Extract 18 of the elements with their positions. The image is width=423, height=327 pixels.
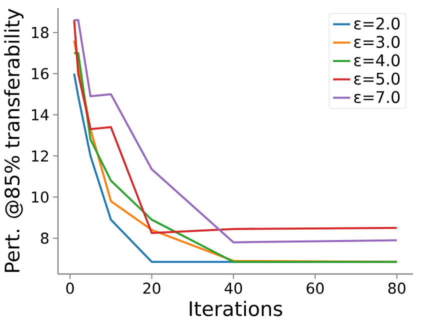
x-tick-label: 60 bbox=[306, 282, 324, 294]
x-tick-label: 0 bbox=[66, 282, 74, 294]
legend-label: ε=3.0 bbox=[354, 36, 400, 48]
legend-label: ε=4.0 bbox=[354, 54, 400, 66]
y-tick-label: 16 bbox=[32, 68, 49, 80]
legend-label: ε=5.0 bbox=[354, 72, 400, 85]
y-tick-label: 10 bbox=[32, 191, 48, 203]
y-tick-label: 8 bbox=[40, 232, 48, 244]
x-tick-label: 40 bbox=[224, 282, 242, 294]
y-tick-label: 18 bbox=[32, 26, 48, 38]
legend-label: ε=2.0 bbox=[354, 18, 400, 30]
legend-label: ε=7.0 bbox=[354, 91, 400, 104]
x-tick-label: 20 bbox=[143, 282, 160, 294]
x-tick-label: 80 bbox=[388, 282, 406, 294]
y-tick-label: 12 bbox=[32, 150, 48, 162]
y-tick-label: 14 bbox=[32, 109, 49, 120]
x-axis-title: Iterations bbox=[190, 300, 282, 316]
y-axis-title: Pert. @85% transferability bbox=[4, 8, 24, 272]
